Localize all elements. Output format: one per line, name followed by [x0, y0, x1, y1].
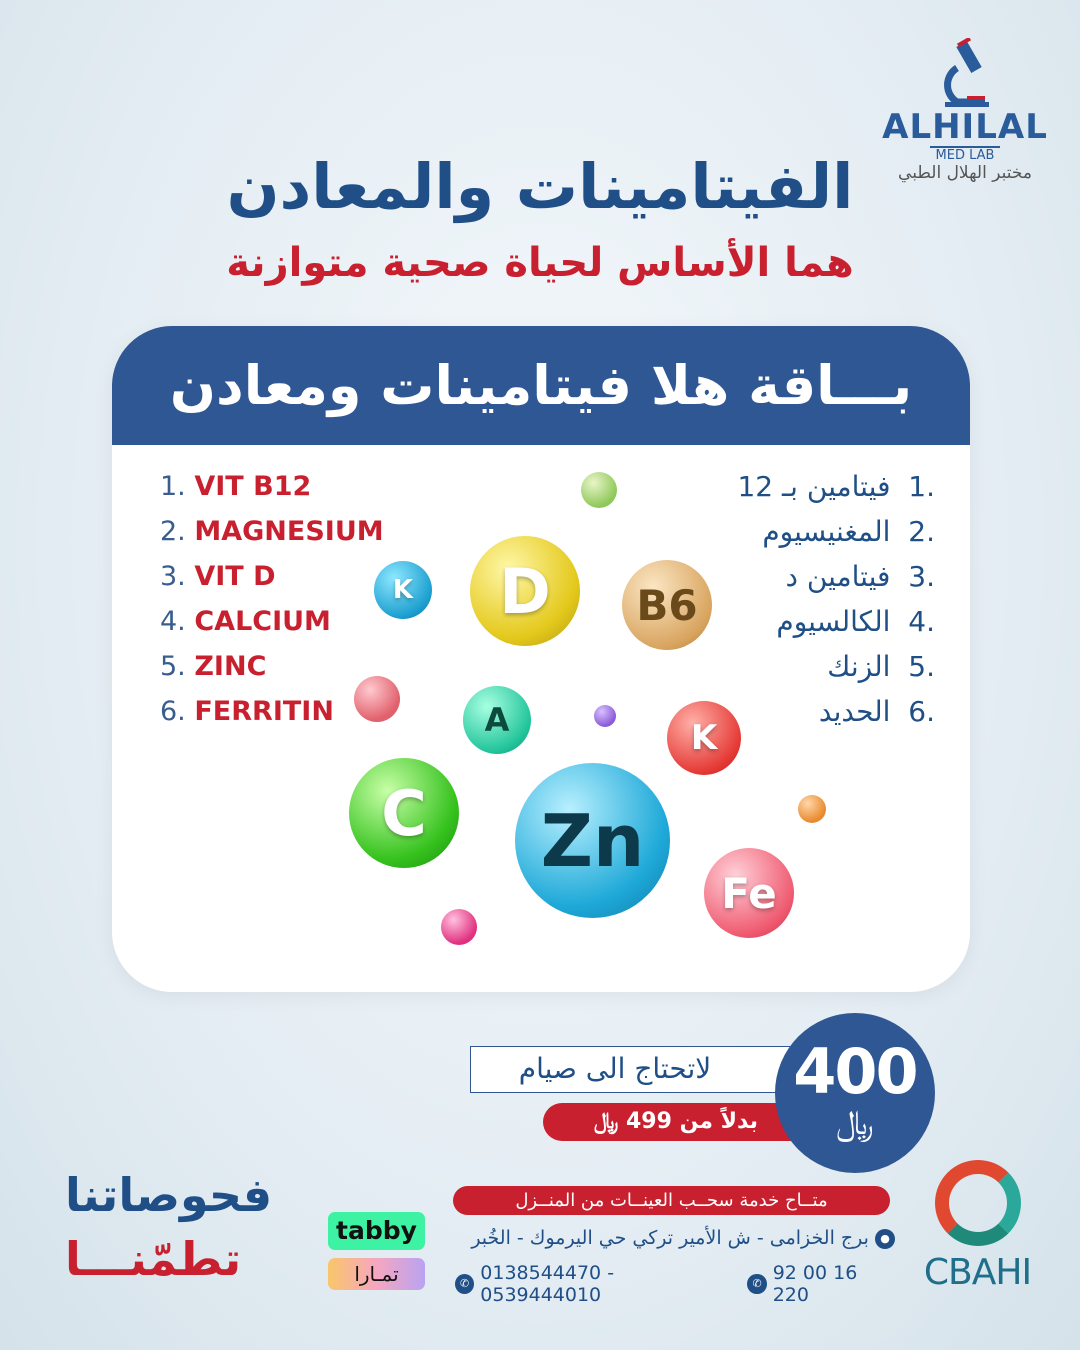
- list-item: 5. ZINC: [160, 651, 267, 682]
- home-service-banner: متــاح خدمة سحــب العينــات من المنــزل: [453, 1186, 890, 1215]
- phone-numbers: ✆ 0138544470 - 0539444010 ✆ 92 00 16 220: [455, 1262, 895, 1306]
- vitamin-k-ball: K: [374, 561, 432, 619]
- decor-ball: [441, 909, 477, 945]
- page-subtitle: هما الأساس لحياة صحية متوازنة: [226, 240, 854, 286]
- microscope-icon: [944, 38, 989, 107]
- list-item: .2 المغنيسيوم: [762, 515, 935, 548]
- price-circle: 400 ﷼: [775, 1013, 935, 1173]
- slogan-line-1: فحوصاتنا: [65, 1168, 273, 1222]
- logo-name-ar: مختبر الهلال الطبي: [898, 163, 1032, 183]
- decor-ball: [354, 676, 400, 722]
- whatsapp-numbers[interactable]: 0138544470 - 0539444010: [480, 1262, 615, 1306]
- vitamin-b6-ball: B6: [622, 560, 712, 650]
- address: ● برج الخزامى - ش الأمير تركي حي اليرموك…: [450, 1227, 895, 1249]
- page-title: الفيتامينات والمعادن: [226, 150, 854, 223]
- phone-icon: ✆: [747, 1274, 767, 1294]
- price-value: 400: [793, 1035, 918, 1108]
- riyal-icon: ﷼: [836, 1103, 874, 1143]
- list-item: 6. FERRITIN: [160, 696, 334, 727]
- hotline-number[interactable]: 92 00 16 220: [772, 1262, 858, 1306]
- cbahi-logo: CBAHI: [915, 1160, 1040, 1293]
- tests-list-en: 1. VIT B12 2. MAGNESIUM 3. VIT D 4. CALC…: [160, 470, 384, 740]
- list-item: 2. MAGNESIUM: [160, 516, 384, 547]
- whatsapp-icon: ✆: [455, 1274, 475, 1294]
- list-item: 3. VIT D: [160, 561, 276, 592]
- list-item: .1 فيتامين بـ 12: [737, 470, 935, 503]
- decor-ball: [581, 472, 617, 508]
- tabby-logo: tabby: [328, 1212, 425, 1250]
- vitamin-c-ball: C: [349, 758, 459, 868]
- logo-name-en: ALHILAL: [882, 107, 1048, 147]
- list-item: 1. VIT B12: [160, 471, 312, 502]
- alhilal-logo: ALHILAL MED LAB مختبر الهلال الطبي: [880, 38, 1050, 188]
- list-item: .3 فيتامين د: [785, 560, 936, 593]
- logo-sub-en: MED LAB: [929, 146, 1001, 163]
- slogan-line-2: تطمّنـــا: [65, 1232, 242, 1286]
- decor-ball: [594, 705, 616, 727]
- list-item: 4. CALCIUM: [160, 606, 331, 637]
- list-item: .5 الزنك: [827, 650, 935, 683]
- no-fasting-label: لاتحتاج الى صيام: [470, 1046, 800, 1093]
- tests-list-ar: .1 فيتامين بـ 12 .2 المغنيسيوم .3 فيتامي…: [737, 470, 935, 740]
- old-price-badge: بدلاً من 499 ﷼: [543, 1103, 813, 1141]
- vitamin-k-ball: K: [667, 701, 741, 775]
- zinc-ball: Zn: [515, 763, 670, 918]
- vitamin-a-ball: A: [463, 686, 531, 754]
- cbahi-emblem-icon: [934, 1160, 1021, 1246]
- decor-ball: [798, 795, 826, 823]
- location-pin-icon: ●: [875, 1228, 895, 1249]
- tamara-logo: تمـارا: [328, 1258, 425, 1290]
- list-item: .4 الكالسيوم: [776, 605, 935, 638]
- package-title: بـــاقة هلا فيتامينات ومعادن: [112, 326, 970, 445]
- list-item: .6 الحديد: [818, 695, 935, 728]
- vitamin-d-ball: D: [470, 536, 580, 646]
- iron-ball: Fe: [704, 848, 794, 938]
